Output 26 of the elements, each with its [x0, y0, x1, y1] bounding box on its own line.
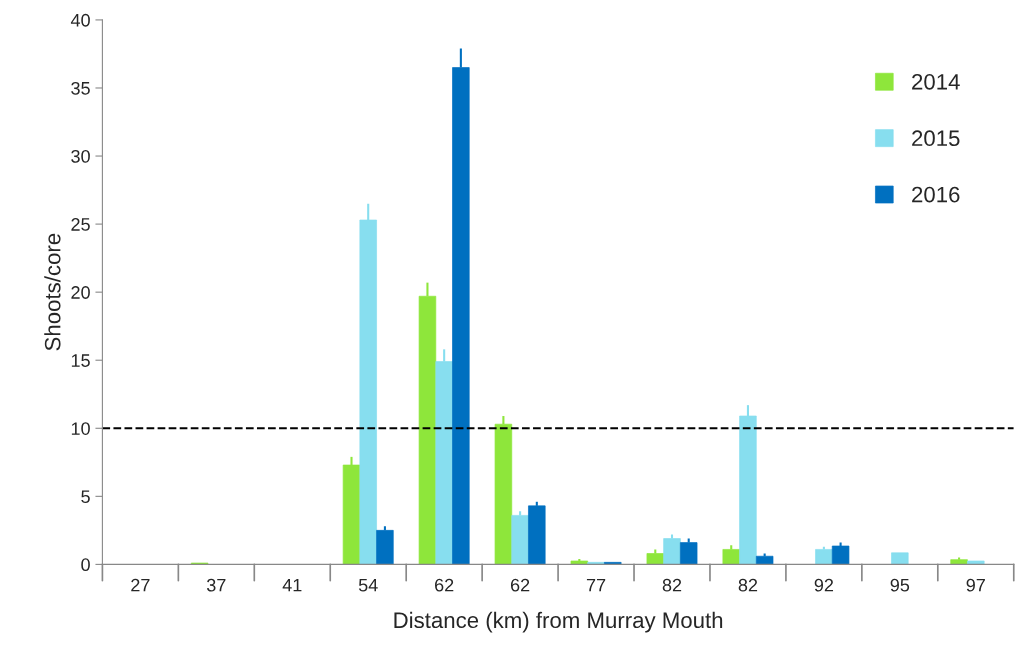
x-tick-label: 82	[738, 578, 758, 592]
y-tick-label: 15	[71, 354, 90, 367]
y-tick-label: 35	[71, 81, 90, 95]
x-tick-label: 92	[814, 578, 834, 592]
y-tick-label: 20	[71, 286, 90, 299]
y-tick-label: 0	[81, 558, 90, 572]
y-axis-title: Shoots/core	[44, 233, 61, 351]
x-tick-label: 95	[890, 578, 910, 592]
y-tick-label: 25	[71, 218, 90, 231]
x-tick-label: 62	[510, 578, 530, 592]
x-tick-label: 62	[435, 578, 454, 592]
legend-label: 2014	[912, 73, 960, 90]
x-tick-label: 97	[966, 578, 985, 592]
x-tick-label: 27	[131, 578, 150, 592]
x-axis-title: Distance (km) from Murray Mouth	[394, 611, 723, 633]
y-tick-label: 5	[81, 490, 90, 504]
y-tick-label: 10	[71, 422, 90, 435]
legend-label: 2015	[912, 130, 960, 147]
x-tick-label: 54	[358, 578, 378, 592]
x-tick-label: 41	[282, 578, 302, 592]
y-tick-label: 30	[71, 149, 90, 163]
y-tick-label: 40	[70, 13, 90, 27]
x-tick-label: 82	[662, 578, 682, 592]
x-tick-label: 37	[206, 578, 226, 592]
legend-label: 2016	[912, 186, 960, 203]
x-tick-label: 77	[586, 578, 606, 592]
